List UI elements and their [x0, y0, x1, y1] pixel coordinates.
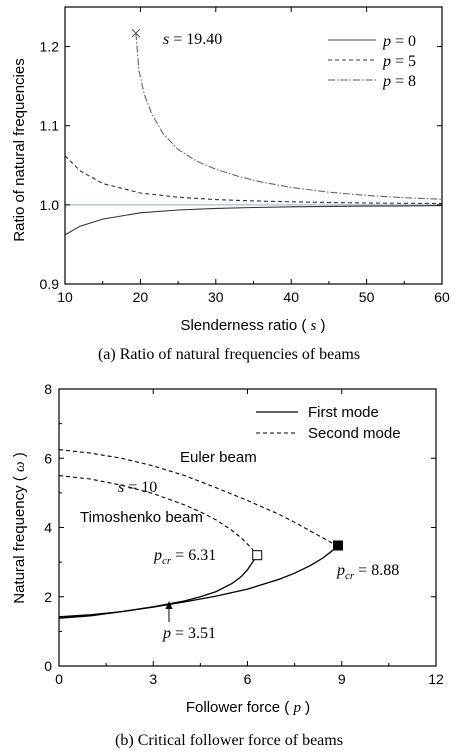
chart-a-legend: p = 0 p = 5 p = 8 [328, 33, 416, 90]
chart-b-series-timoshenko-beam-first-mode [58, 554, 258, 619]
chart-a-y-tick-label: 0.9 [40, 276, 60, 292]
chart-b-legend: First mode Second mode [256, 404, 401, 442]
chart-b-annotation-pcr-euler: pcr = 8.88 [336, 562, 399, 582]
crossing-arrow [165, 601, 173, 622]
chart-a-series-p-8 [135, 33, 443, 200]
chart-a-caption: (a) Ratio of natural frequencies of beam… [98, 346, 360, 363]
chart-b-marker-timoshenko [252, 550, 263, 561]
chart-b-annotation-p-crossing: p = 3.51 [162, 625, 216, 642]
chart-b-y-axis-label: Natural frequency ( ω ) [11, 452, 28, 604]
chart-b-y-tick-label: 4 [44, 520, 52, 536]
legend-b-label-first-mode: First mode [308, 404, 379, 421]
chart-b-annotation-euler: Euler beam [180, 449, 257, 466]
chart-a-x-tick-label: 60 [434, 289, 450, 305]
chart-a-plot-area [64, 28, 443, 236]
chart-a-y-tick-label: 1.1 [40, 118, 60, 134]
chart-b-x-tick-label: 12 [428, 671, 444, 687]
chart-b-annotation-s: s = 10 [118, 479, 157, 496]
chart-b: 0 3 6 9 12 0 2 4 6 8 Follower force ( p ) Natural… [11, 381, 444, 749]
chart-b-x-tick-label: 0 [55, 671, 63, 687]
chart-a-ticks: 10 20 30 40 50 60 0.9 1.0 1.1 1.2 [40, 7, 450, 305]
chart-a-y-tick-label: 1.2 [40, 39, 60, 55]
chart-a-y-tick-label: 1.0 [40, 197, 60, 213]
chart-a-cross-marker [131, 28, 141, 38]
chart-b-series-euler-beam-second-mode [58, 449, 339, 547]
chart-b-x-axis-label: Follower force ( p ) [186, 699, 310, 716]
chart-a: 10 20 30 40 50 60 0.9 1.0 1.1 1.2 Slenderness rat… [11, 6, 450, 363]
chart-b-plot-area [58, 449, 343, 619]
legend-a-label-p0: p = 0 [382, 33, 416, 50]
chart-b-y-tick-label: 8 [44, 381, 52, 397]
chart-a-x-tick-label: 10 [57, 289, 73, 305]
chart-b-x-tick-label: 9 [338, 671, 346, 687]
chart-a-x-axis-label: Slenderness ratio ( s ) [180, 317, 325, 334]
chart-b-caption: (b) Critical follower force of beams [115, 732, 343, 749]
chart-b-series-timoshenko-beam-second-mode [58, 475, 258, 556]
chart-a-x-tick-label: 30 [208, 289, 224, 305]
legend-a-label-p5: p = 5 [382, 53, 416, 70]
chart-b-y-tick-label: 0 [44, 658, 52, 674]
chart-a-y-axis-label: Ratio of natural frequencies [11, 58, 28, 241]
chart-b-annotation-timoshenko: Timoshenko beam [80, 509, 203, 526]
chart-b-marker-euler [332, 540, 343, 551]
chart-a-x-tick-label: 20 [133, 289, 149, 305]
legend-b-label-second-mode: Second mode [308, 425, 401, 442]
chart-a-series-p-5 [64, 155, 443, 205]
chart-b-ticks: 0 3 6 9 12 0 2 4 6 8 [44, 381, 444, 687]
chart-a-annotation-s: s = 19.40 [163, 31, 222, 48]
chart-b-x-tick-label: 3 [149, 671, 157, 687]
chart-b-x-tick-label: 6 [244, 671, 252, 687]
chart-a-x-tick-label: 40 [283, 289, 299, 305]
chart-a-x-tick-label: 50 [359, 289, 375, 305]
chart-a-series-p-0 [64, 205, 443, 236]
legend-a-label-p8: p = 8 [382, 73, 416, 90]
chart-b-annotation-pcr-timoshenko: pcr = 6.31 [153, 547, 216, 567]
chart-b-y-tick-label: 6 [44, 450, 52, 466]
chart-b-y-tick-label: 2 [44, 589, 52, 605]
